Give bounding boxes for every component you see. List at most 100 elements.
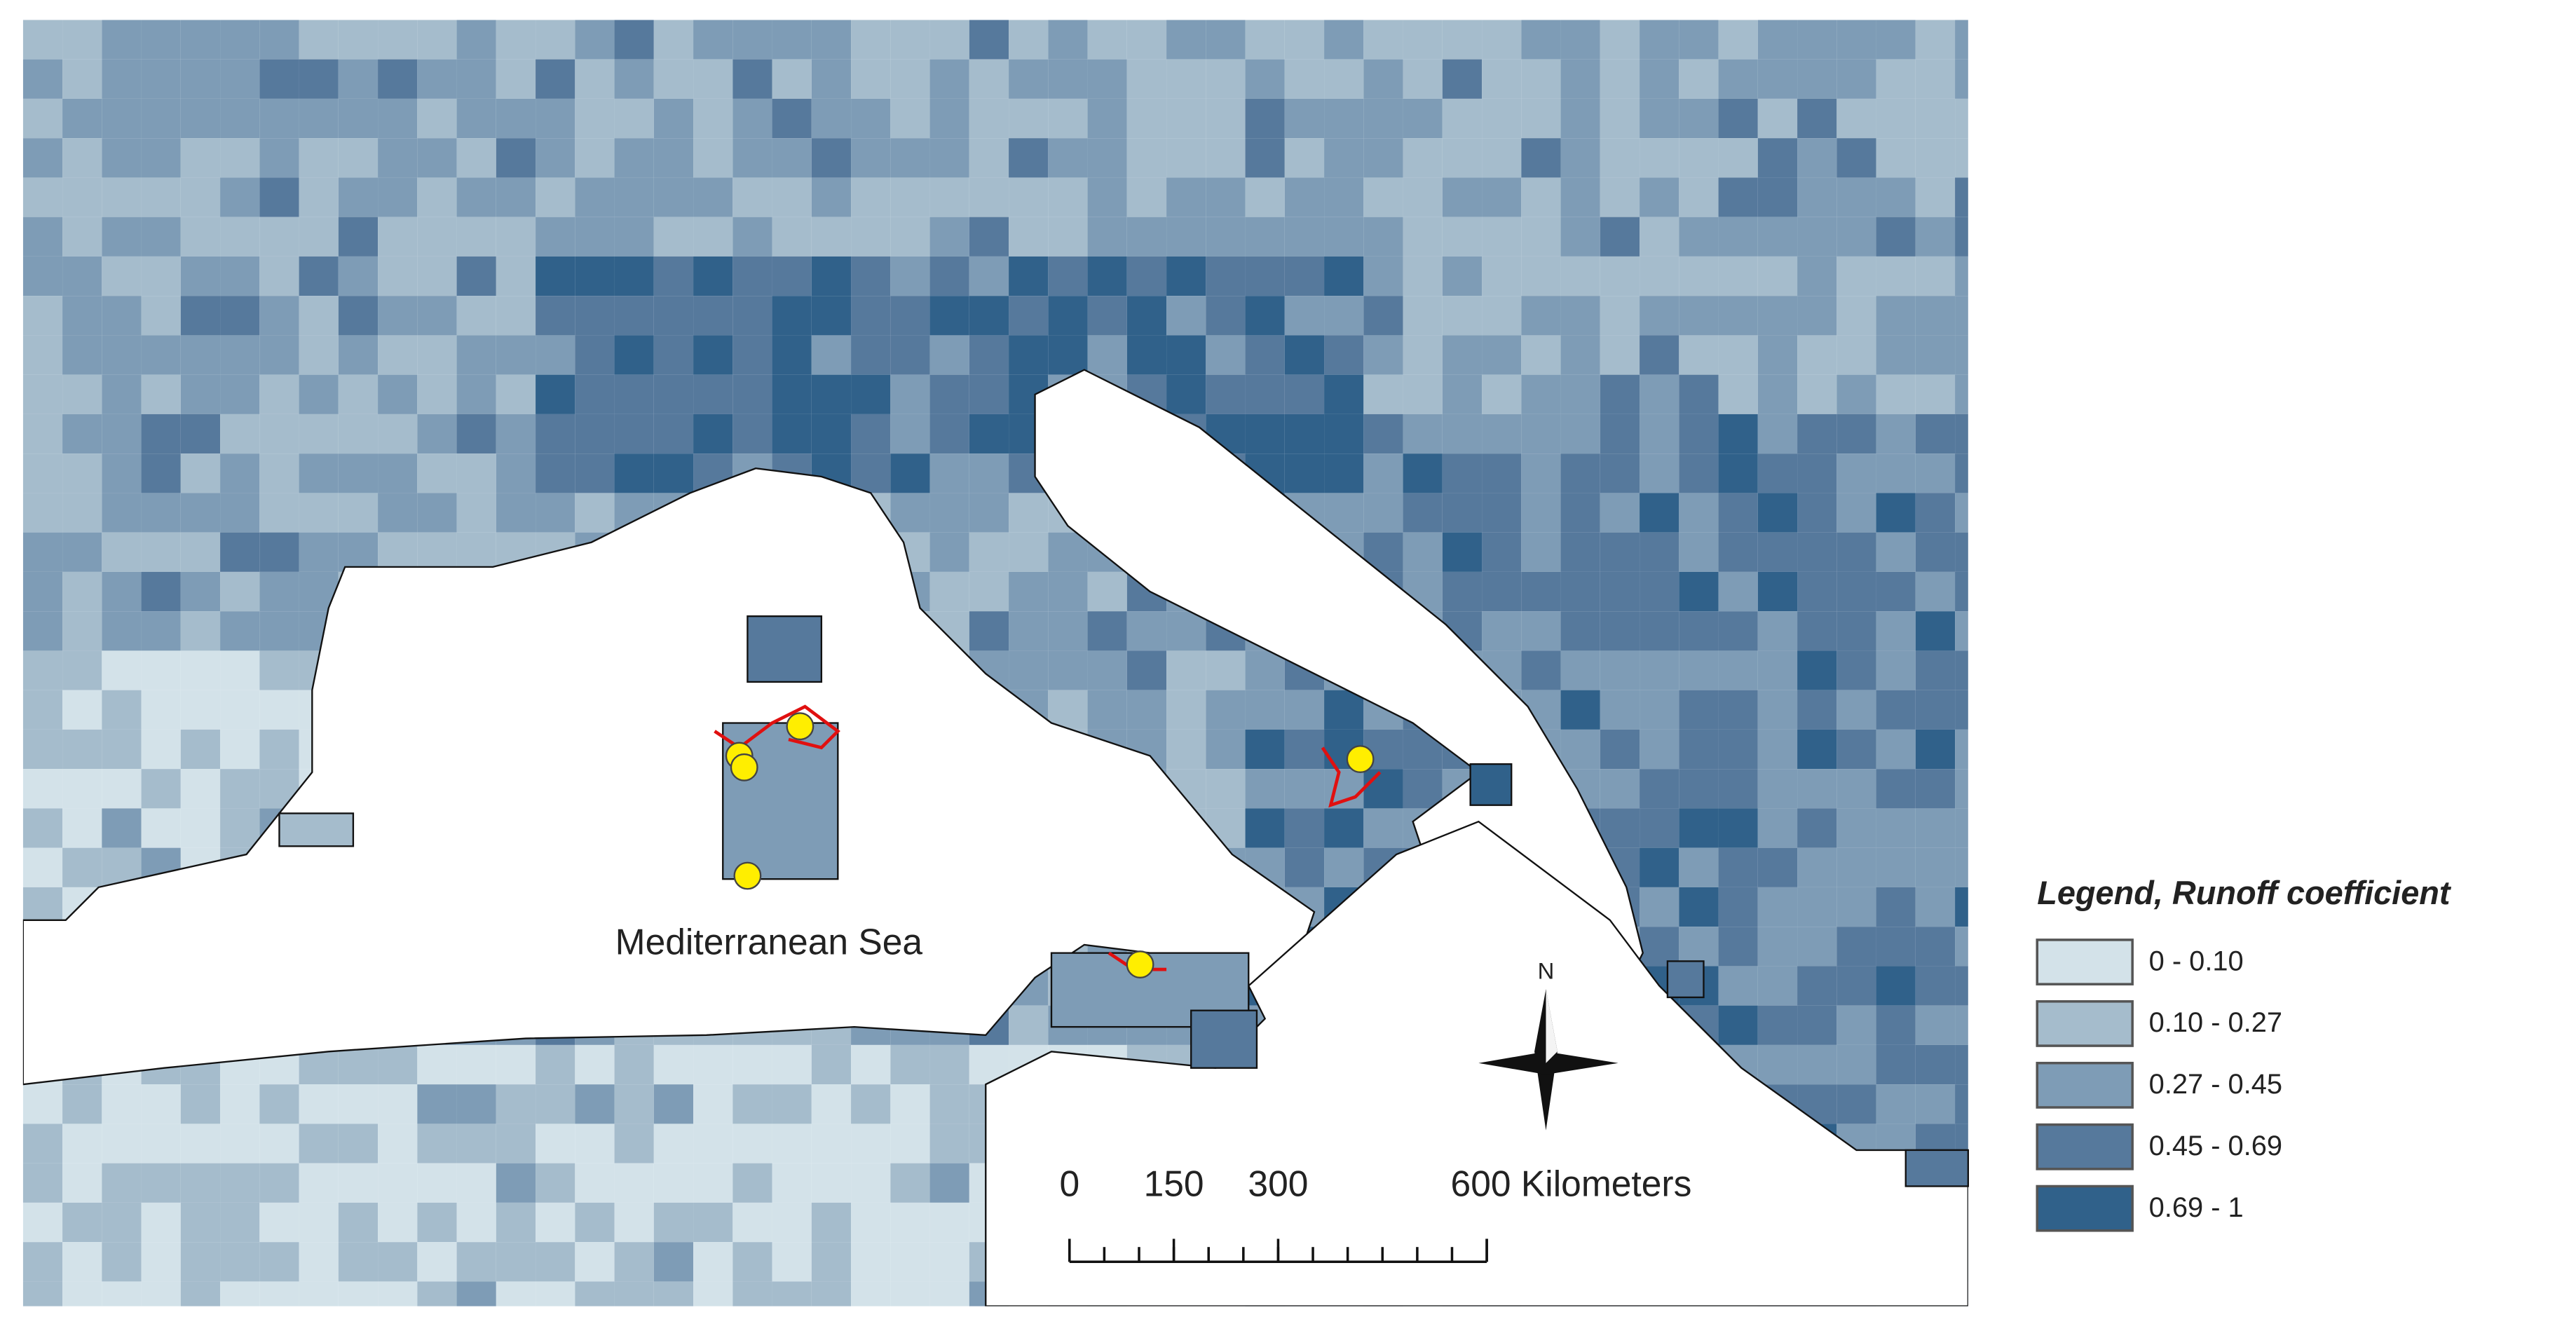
raster-cell xyxy=(969,217,1009,257)
raster-cell xyxy=(1718,887,1758,927)
raster-cell xyxy=(1640,927,1679,967)
raster-cell xyxy=(180,20,221,60)
raster-cell xyxy=(1600,256,1640,296)
raster-cell xyxy=(1955,138,1968,178)
raster-cell xyxy=(811,1242,852,1282)
raster-cell xyxy=(1363,98,1403,139)
raster-cell xyxy=(1048,690,1088,730)
raster-cell xyxy=(929,177,969,217)
raster-cell xyxy=(653,335,694,375)
raster-cell xyxy=(1521,59,1561,99)
raster-cell xyxy=(338,256,379,296)
raster-cell xyxy=(1442,138,1483,178)
raster-cell xyxy=(1206,1321,1245,1331)
raster-cell xyxy=(929,98,969,139)
raster-cell xyxy=(1324,256,1364,296)
raster-cell xyxy=(1797,1321,1836,1331)
raster-cell xyxy=(22,20,63,60)
raster-cell xyxy=(732,1202,772,1243)
raster-cell xyxy=(1482,374,1522,414)
raster-cell xyxy=(890,20,930,60)
raster-cell xyxy=(378,59,418,99)
raster-cell xyxy=(141,571,181,612)
raster-cell xyxy=(180,414,221,454)
raster-cell xyxy=(851,296,891,336)
raster-cell xyxy=(1640,296,1679,336)
raster-cell xyxy=(1403,59,1443,99)
raster-cell xyxy=(1797,887,1837,927)
north-label: N xyxy=(1538,957,1555,983)
raster-cell xyxy=(772,217,812,257)
raster-cell xyxy=(1955,217,1968,257)
raster-cell xyxy=(220,532,260,572)
raster-cell xyxy=(141,414,181,454)
raster-cell xyxy=(378,1202,418,1243)
raster-cell xyxy=(62,729,102,770)
raster-cell xyxy=(851,1321,890,1331)
raster-cell xyxy=(62,20,102,60)
raster-cell xyxy=(732,98,772,139)
raster-cell xyxy=(22,374,63,414)
raster-cell xyxy=(22,414,63,454)
raster-cell xyxy=(456,217,496,257)
raster-cell xyxy=(62,808,102,848)
raster-cell xyxy=(1600,138,1640,178)
raster-cell xyxy=(1560,98,1600,139)
raster-cell xyxy=(693,1163,733,1203)
raster-cell xyxy=(496,217,536,257)
raster-cell xyxy=(220,571,260,612)
raster-cell xyxy=(1679,808,1719,848)
raster-cell xyxy=(141,256,181,296)
raster-cell xyxy=(378,532,418,572)
raster-cell xyxy=(62,453,102,493)
raster-cell xyxy=(1679,414,1719,454)
raster-cell xyxy=(1718,966,1758,1006)
raster-cell xyxy=(851,453,891,493)
raster-cell xyxy=(22,217,63,257)
raster-cell xyxy=(693,1202,733,1243)
raster-cell xyxy=(1797,177,1837,217)
raster-cell xyxy=(1206,177,1246,217)
raster-cell xyxy=(1166,335,1206,375)
raster-cell xyxy=(299,374,339,414)
raster-cell xyxy=(1284,177,1325,217)
raster-cell xyxy=(1245,729,1285,770)
raster-cell xyxy=(1521,532,1561,572)
raster-cell xyxy=(969,374,1009,414)
scale-value: 0 xyxy=(1059,1163,1079,1203)
raster-cell xyxy=(220,1202,260,1243)
raster-cell xyxy=(1324,374,1364,414)
raster-cell xyxy=(653,1202,694,1243)
raster-cell xyxy=(220,177,260,217)
raster-cell xyxy=(1876,59,1916,99)
raster-cell xyxy=(772,1044,812,1085)
raster-cell xyxy=(1797,729,1837,770)
raster-cell xyxy=(1836,138,1876,178)
raster-cell xyxy=(1876,493,1916,533)
raster-cell xyxy=(969,177,1009,217)
raster-cell xyxy=(496,493,536,533)
raster-cell xyxy=(1679,59,1719,99)
raster-cell xyxy=(180,532,221,572)
raster-cell xyxy=(1166,20,1206,60)
raster-cell xyxy=(456,138,496,178)
raster-cell xyxy=(141,1242,181,1282)
raster-cell xyxy=(1245,769,1285,809)
raster-cell xyxy=(1797,296,1837,336)
raster-cell xyxy=(772,20,812,60)
raster-cell xyxy=(929,20,969,60)
scale-value: 600 xyxy=(1451,1163,1511,1203)
raster-cell xyxy=(62,1242,102,1282)
raster-cell xyxy=(22,650,63,690)
raster-cell xyxy=(653,296,694,336)
raster-cell xyxy=(417,1163,457,1203)
raster-cell xyxy=(378,177,418,217)
raster-cell xyxy=(1955,650,1968,690)
raster-cell xyxy=(1797,217,1837,257)
raster-cell xyxy=(259,335,299,375)
raster-cell xyxy=(1679,20,1719,60)
raster-cell xyxy=(338,1124,379,1163)
raster-cell xyxy=(417,374,457,414)
raster-cell xyxy=(1836,887,1876,927)
raster-cell xyxy=(1245,59,1285,99)
